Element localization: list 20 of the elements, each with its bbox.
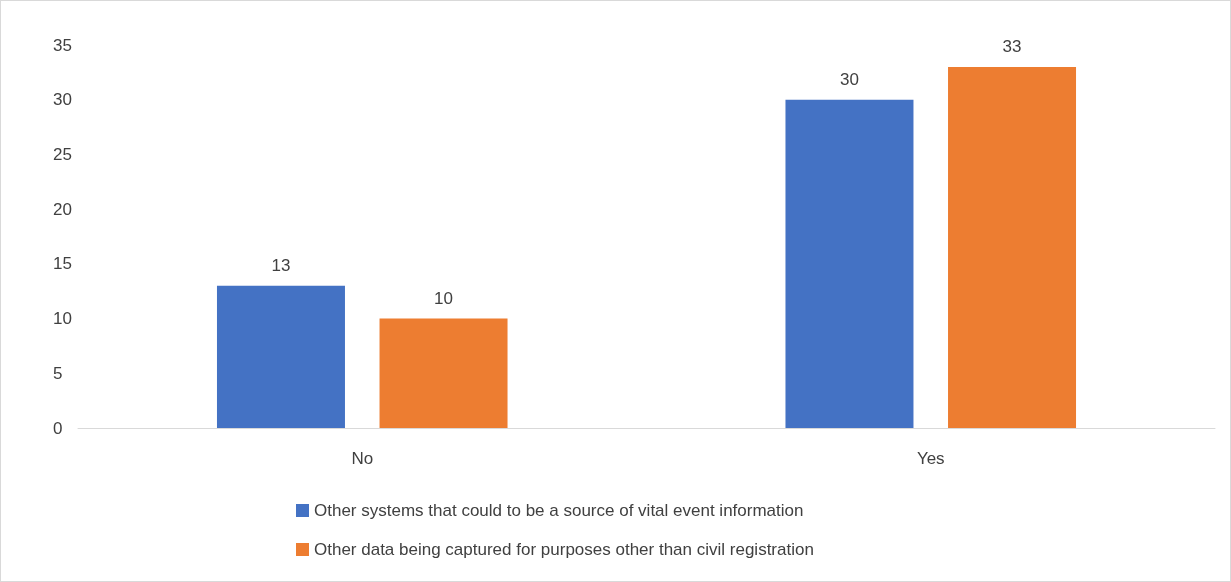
legend-label: Other data being captured for purposes other than civil registration [314,540,814,559]
x-tick-label: Yes [916,449,945,468]
x-tick-label: No [351,449,374,468]
y-tick-label: 5 [53,363,63,383]
y-tick-label: 0 [53,418,63,438]
y-tick-label: 30 [53,90,72,110]
y-tick-label: 15 [53,254,72,274]
y-tick-label: 25 [53,144,72,164]
bar [948,66,1077,428]
bar [785,99,914,428]
data-label: 13 [271,255,291,275]
legend-label: Other systems that could to be a source of vital event information [314,501,804,520]
data-label: 10 [434,288,453,308]
y-tick-label: 20 [53,199,72,219]
bar [216,285,345,428]
data-label: 30 [840,69,859,89]
y-tick-label: 10 [53,309,72,329]
bar [379,318,508,428]
data-label: 33 [1002,36,1022,56]
y-tick-label: 35 [53,35,72,55]
